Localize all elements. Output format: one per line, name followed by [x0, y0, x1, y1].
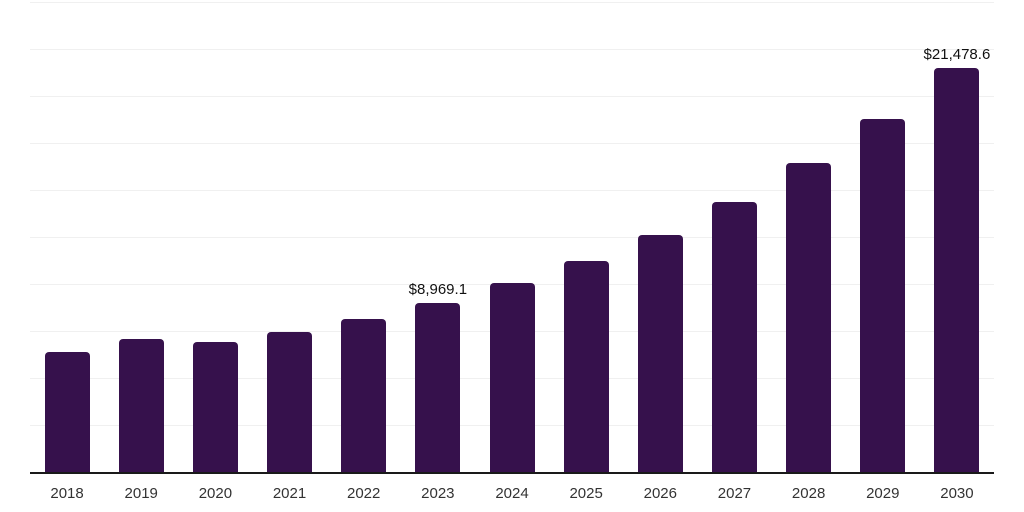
- value-label-2023: $8,969.1: [408, 281, 468, 299]
- x-tick-label-2018: 2018: [50, 485, 84, 502]
- x-axis-line: [30, 472, 994, 474]
- x-axis-labels: 2018 2019 2020 2021 2022 2023 2024 2025 2026 2027…: [30, 485, 994, 505]
- bar-2030: [934, 68, 980, 472]
- bar-2018: [44, 352, 90, 472]
- x-tick-label-2027: 2027: [717, 485, 752, 502]
- gridline-20000: [30, 96, 994, 97]
- gridline-12500: [30, 237, 994, 238]
- x-tick-label-2026: 2026: [643, 485, 677, 502]
- x-tick-label-2022: 2022: [347, 485, 381, 502]
- bar-2019: [118, 338, 164, 472]
- x-tick-label-2025: 2025: [569, 485, 603, 502]
- bar-2021: [267, 331, 313, 472]
- x-tick-label-2020: 2020: [198, 485, 233, 502]
- gridline-25000: [30, 2, 994, 3]
- bar-2020: [192, 341, 238, 472]
- gridline-22500: [30, 49, 994, 50]
- gridline-17500: [30, 143, 994, 144]
- x-tick-label-2029: 2029: [866, 485, 900, 502]
- x-tick-label-2023: 2023: [421, 485, 455, 502]
- bar-2025: [563, 260, 609, 472]
- bar-2027: [711, 202, 757, 472]
- bar-2024: [489, 283, 535, 472]
- bar-2029: [860, 118, 906, 472]
- gridline-15000: [30, 190, 994, 191]
- plot-area: $8,969.1 $21,478.6: [30, 2, 994, 474]
- x-tick-label-2030: 2030: [940, 485, 974, 502]
- bar-2026: [637, 235, 683, 472]
- value-label-2030: $21,478.6: [923, 46, 991, 64]
- x-tick-label-2024: 2024: [495, 485, 529, 502]
- x-tick-label-2028: 2028: [791, 485, 826, 502]
- bar-2022: [341, 318, 387, 472]
- bar-2023: [415, 303, 461, 472]
- bar-2028: [786, 163, 832, 472]
- x-tick-label-2021: 2021: [272, 485, 307, 502]
- x-tick-label-2019: 2019: [124, 485, 158, 502]
